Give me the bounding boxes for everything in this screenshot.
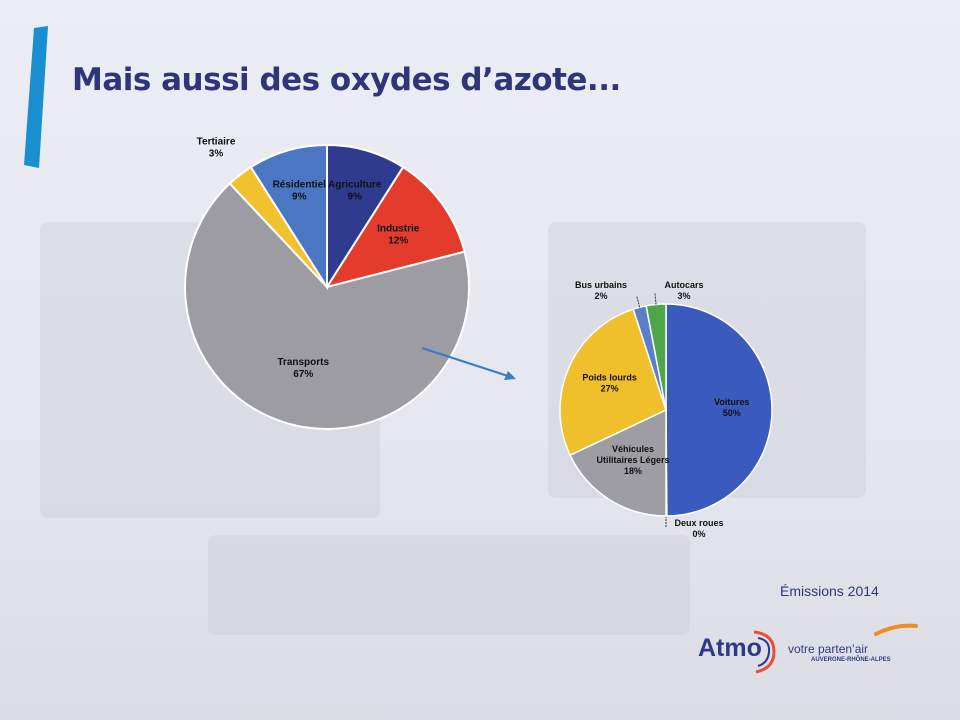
pie-label-5: Autocars 3% xyxy=(664,280,703,301)
pie-label-0: Voitures 50% xyxy=(714,397,749,418)
pie-slice-4 xyxy=(249,143,328,291)
arrow-head-icon xyxy=(504,371,516,380)
logo-wordmark: Atmo xyxy=(698,634,762,662)
chart-annotations xyxy=(421,346,516,380)
pie-label-4: Résidentiel 9% xyxy=(273,180,327,203)
pie-slice-3 xyxy=(559,308,667,457)
pie-slice-0 xyxy=(665,303,773,517)
pie-label-3: Tertiaire 3% xyxy=(197,136,236,159)
pie-label-1: Industrie 12% xyxy=(377,223,420,246)
leader-line-5 xyxy=(654,292,657,305)
logo-tagline: votre parten’air xyxy=(788,642,869,656)
pie-label-1: Deux roues 0% xyxy=(674,518,723,539)
pie-label-0: Agriculture 9% xyxy=(328,180,382,203)
accent-bar xyxy=(24,26,48,168)
logo-region: AUVERGNE-RHÔNE-ALPES xyxy=(811,657,891,663)
pie-slice-2 xyxy=(184,182,470,430)
pie-slice-1 xyxy=(324,165,466,289)
logo-swirl-icon xyxy=(753,630,776,674)
pie-slice-0 xyxy=(326,143,405,291)
pie-label-2: Transports 67% xyxy=(277,357,329,380)
pie-slice-2 xyxy=(569,408,667,517)
pie-chart-emissions-by-sector: Agriculture 9% Industrie 12% Transports 67% Te… xyxy=(184,136,470,430)
pie-chart-transport-breakdown: Voitures 50% Deux roues 0% Véhicules Utilitai… xyxy=(559,280,773,539)
logo-orange-stroke-icon xyxy=(874,623,918,636)
pie-label-3: Poids lourds 27% xyxy=(582,373,637,394)
pie-label-4: Bus urbains 2% xyxy=(575,280,627,301)
connector-arrow xyxy=(421,346,509,378)
faded-background-diagram xyxy=(208,535,690,635)
emissions-year-note: Émissions 2014 xyxy=(780,583,879,599)
atmo-logo: Atmo votre parten’air AUVERGNE-RHÔNE-ALP… xyxy=(696,622,926,692)
pie-label-2: Véhicules Utilitaires Légers 18% xyxy=(597,444,670,476)
slide-title: Mais aussi des oxydes d’azote... xyxy=(72,62,621,98)
leader-line-4 xyxy=(636,295,641,308)
